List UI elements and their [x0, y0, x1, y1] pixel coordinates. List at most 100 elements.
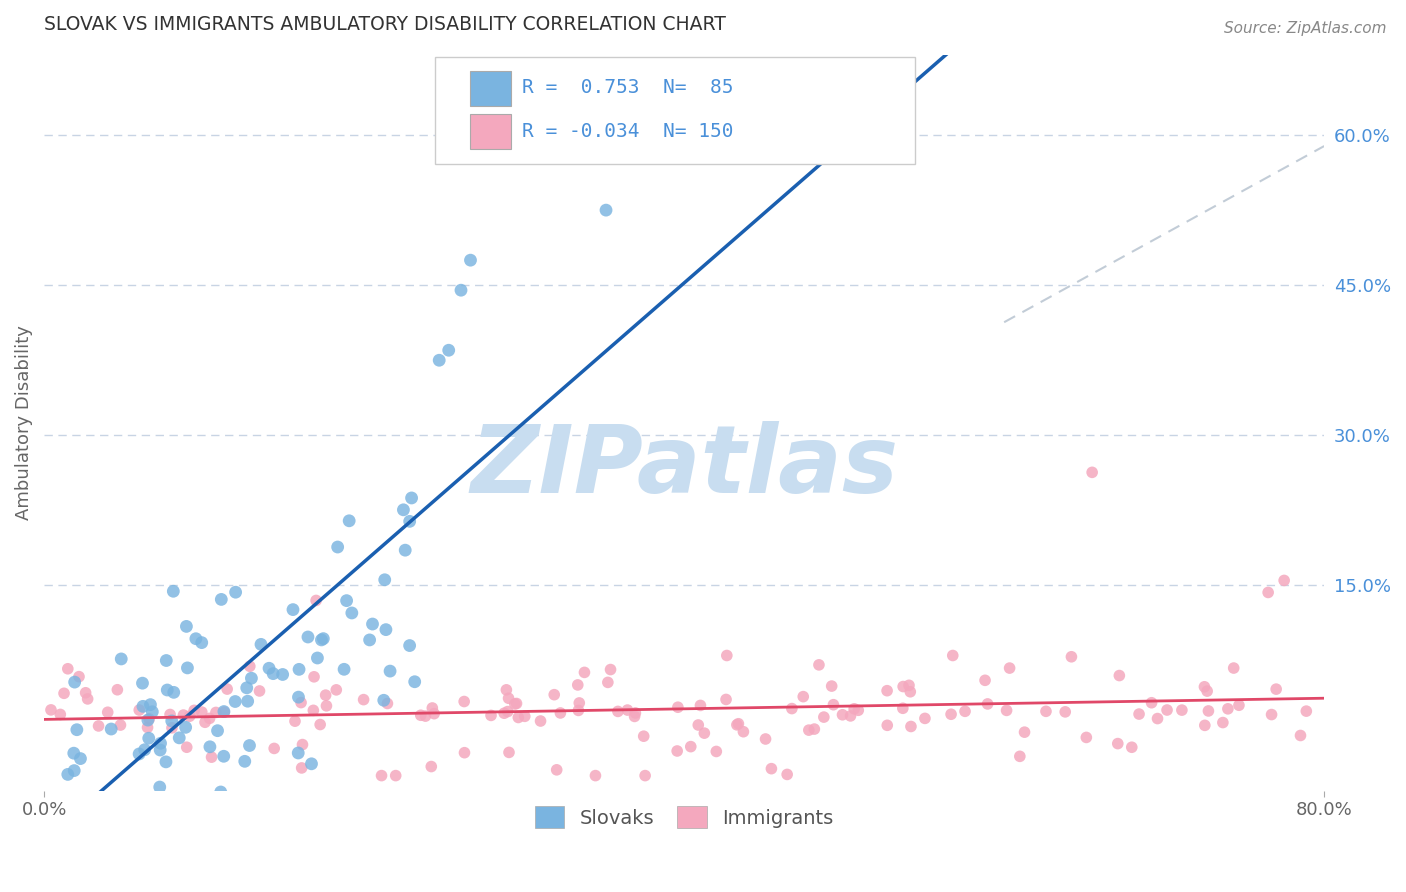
Point: [184, 632, 207, 646]
Point: [198, 739, 221, 754]
Point: [900, 719, 922, 733]
Point: [337, 514, 360, 528]
Point: [250, 637, 273, 651]
Point: [110, 718, 132, 732]
Point: [596, 675, 619, 690]
Point: [1108, 668, 1130, 682]
Point: [404, 674, 426, 689]
Point: [128, 703, 150, 717]
Point: [939, 707, 962, 722]
Point: [1054, 705, 1077, 719]
Point: [172, 708, 194, 723]
Point: [160, 714, 183, 728]
Y-axis label: Ambulatory Disability: Ambulatory Disability: [15, 326, 32, 520]
Point: [160, 721, 183, 735]
Point: [340, 606, 363, 620]
Point: [1265, 682, 1288, 697]
Point: [149, 743, 172, 757]
Point: [1197, 704, 1219, 718]
Point: [427, 353, 450, 368]
Point: [623, 709, 645, 723]
Point: [179, 709, 201, 723]
Point: [1107, 737, 1129, 751]
Point: [290, 696, 312, 710]
Point: [574, 665, 596, 680]
Point: [714, 692, 737, 706]
Point: [305, 593, 328, 607]
Point: [377, 697, 399, 711]
Point: [97, 705, 120, 719]
Point: [191, 705, 214, 719]
Point: [616, 703, 638, 717]
Point: [326, 540, 349, 554]
Point: [595, 203, 617, 218]
Point: [155, 653, 177, 667]
Point: [415, 709, 437, 723]
Point: [942, 648, 965, 663]
Point: [333, 662, 356, 676]
Point: [974, 673, 997, 688]
Point: [361, 617, 384, 632]
Point: [236, 694, 259, 708]
Point: [761, 762, 783, 776]
Text: SLOVAK VS IMMIGRANTS AMBULATORY DISABILITY CORRELATION CHART: SLOVAK VS IMMIGRANTS AMBULATORY DISABILI…: [44, 15, 725, 34]
Point: [172, 797, 194, 812]
Point: [669, 103, 692, 117]
Point: [876, 718, 898, 732]
Point: [398, 639, 420, 653]
Point: [479, 708, 502, 723]
Point: [131, 676, 153, 690]
Point: [1212, 715, 1234, 730]
Point: [1257, 585, 1279, 599]
Point: [302, 670, 325, 684]
Point: [844, 702, 866, 716]
Point: [209, 592, 232, 607]
Point: [163, 685, 186, 699]
Point: [224, 694, 246, 708]
Point: [167, 731, 190, 745]
Point: [1222, 661, 1244, 675]
Point: [312, 632, 335, 646]
Point: [401, 491, 423, 505]
Point: [67, 670, 90, 684]
Point: [727, 716, 749, 731]
Point: [503, 697, 526, 711]
Point: [567, 678, 589, 692]
Point: [513, 709, 536, 723]
Point: [1060, 649, 1083, 664]
Point: [803, 722, 825, 736]
Point: [128, 747, 150, 761]
Point: [716, 648, 738, 663]
Point: [1081, 466, 1104, 480]
Point: [384, 769, 406, 783]
Point: [976, 697, 998, 711]
Point: [217, 682, 239, 697]
Point: [1140, 696, 1163, 710]
Point: [1128, 707, 1150, 722]
Point: [287, 746, 309, 760]
Point: [212, 705, 235, 719]
Point: [271, 667, 294, 681]
Point: [1014, 725, 1036, 739]
Point: [689, 698, 711, 713]
Point: [914, 711, 936, 725]
Point: [1146, 712, 1168, 726]
Point: [138, 712, 160, 726]
Point: [688, 718, 710, 732]
Point: [374, 623, 396, 637]
Point: [239, 659, 262, 673]
Point: [585, 769, 607, 783]
Point: [891, 680, 914, 694]
Point: [409, 708, 432, 723]
Point: [1295, 704, 1317, 718]
Point: [392, 503, 415, 517]
Point: [831, 707, 853, 722]
Text: Source: ZipAtlas.com: Source: ZipAtlas.com: [1223, 21, 1386, 36]
Point: [315, 688, 337, 702]
Point: [105, 682, 128, 697]
Point: [87, 719, 110, 733]
Point: [634, 769, 657, 783]
Point: [1008, 749, 1031, 764]
Point: [162, 584, 184, 599]
Point: [49, 707, 72, 722]
